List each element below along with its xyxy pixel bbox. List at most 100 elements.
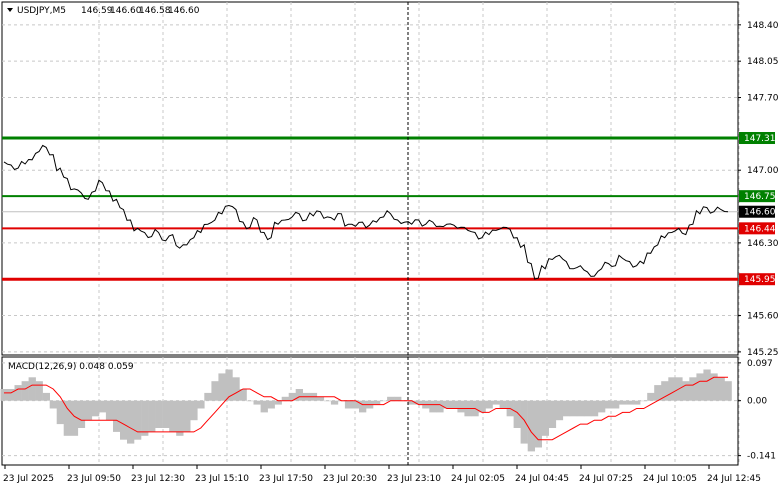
macd-bar [443, 400, 451, 409]
macd-bar [647, 392, 655, 401]
symbol-header: USDJPY,M5 146.59 146.60 146.58 146.60 [7, 6, 200, 16]
macd-bar [127, 400, 135, 444]
macd-bar [569, 400, 578, 417]
macd-bar [429, 400, 437, 413]
macd-title: MACD(12,26,9) 0.048 0.059 [8, 362, 134, 372]
macd-bar [204, 392, 212, 401]
macd-bar [28, 377, 36, 401]
macd-bar [703, 369, 711, 401]
ohlc-open: 146.59 [81, 6, 113, 16]
macd-bar [246, 400, 254, 402]
macd-bar [63, 400, 71, 436]
y-tick-label: 148.40 [747, 21, 779, 31]
price-grid [2, 2, 740, 355]
macd-bar [562, 400, 571, 417]
macd-bar [387, 396, 395, 401]
y-tick-label: 147.70 [747, 94, 779, 104]
macd-bar [682, 381, 690, 401]
macd-bar [56, 400, 64, 425]
macd-bar [633, 400, 641, 405]
x-tick-label: 24 Jul 12:45 [707, 474, 761, 484]
macd-bar [239, 389, 247, 401]
current-price-label: 146.60 [744, 208, 776, 218]
current-price-label-bg [739, 205, 775, 218]
macd-bar [541, 400, 549, 436]
macd-bar [281, 396, 289, 401]
macd-bar [148, 400, 156, 432]
level-label: 147.31 [744, 134, 776, 144]
macd-bar [710, 373, 718, 401]
y-tick-label: 146.30 [747, 239, 779, 249]
macd-bar [105, 400, 114, 421]
macd-bar [619, 400, 627, 405]
macd-bar [394, 396, 402, 401]
macd-bar [49, 400, 57, 409]
macd-y-tick-label: 0.00 [747, 397, 767, 407]
x-tick-label: 24 Jul 10:05 [643, 474, 697, 484]
macd-bar [197, 400, 205, 409]
y-tick-label: 145.25 [747, 348, 779, 358]
macd-bar [717, 377, 725, 401]
macd-bar [457, 400, 465, 413]
macd-bar [42, 392, 50, 401]
macd-bar [450, 400, 458, 409]
price-levels [2, 136, 738, 281]
macd-bar [0, 389, 8, 401]
price-y-axis: 148.40 148.05 147.70 147.00 146.30 145.60 145.… [738, 21, 779, 358]
macd-bar [689, 377, 697, 401]
symbol-dropdown-icon[interactable] [7, 8, 13, 12]
x-tick-label: 23 Jul 17:50 [259, 474, 313, 484]
x-tick-label: 23 Jul 09:50 [67, 474, 121, 484]
macd-bar [380, 400, 388, 402]
macd-bar [316, 396, 325, 401]
macd-bar [626, 400, 634, 405]
macd-bar [295, 389, 303, 401]
level-label: 145.95 [744, 275, 776, 285]
symbol-label: USDJPY,M5 [17, 6, 66, 16]
ohlc-high: 146.60 [110, 6, 142, 16]
macd-signal-line [4, 376, 728, 441]
x-tick-label: 24 Jul 04:45 [515, 474, 569, 484]
time-x-axis: 23 Jul 2025 23 Jul 09:50 23 Jul 12:30 23 Ju… [3, 465, 761, 484]
macd-bar [513, 400, 521, 428]
macd-bar [176, 400, 184, 436]
macd-y-tick-label: -0.141 [747, 452, 776, 462]
macd-bar [260, 400, 268, 413]
price-level-labels: 147.31 146.75 146.44 145.95 146.60 [739, 132, 776, 286]
macd-bar [91, 400, 100, 417]
macd-bar [211, 381, 219, 401]
macd-bar [134, 400, 142, 440]
x-tick-label: 23 Jul 2025 [3, 474, 54, 484]
macd-bar [323, 400, 332, 402]
macd-panel: 0.097 0.00 -0.141 MACD(12,26,9) 0.048 0.05… [0, 356, 776, 466]
macd-bar [14, 385, 22, 401]
macd-bar [253, 400, 261, 405]
macd-bar [555, 400, 564, 421]
macd-bar [162, 400, 170, 428]
macd-bar [141, 400, 149, 436]
macd-bar [70, 400, 79, 436]
x-tick-label: 23 Jul 20:30 [323, 474, 377, 484]
macd-bar [120, 400, 128, 440]
macd-bar [344, 400, 353, 409]
y-tick-label: 148.05 [747, 57, 779, 67]
y-tick-label: 147.00 [747, 166, 779, 176]
macd-y-tick-label: 0.097 [747, 359, 773, 369]
macd-bar [415, 400, 423, 405]
macd-bar [499, 400, 507, 409]
level-label-bg [739, 132, 775, 145]
level-label: 146.44 [744, 224, 776, 234]
y-tick-label: 145.60 [747, 312, 779, 322]
x-tick-label: 24 Jul 07:25 [579, 474, 633, 484]
price-line [3, 144, 729, 280]
macd-bar [330, 400, 339, 405]
macd-bar [661, 381, 669, 401]
macd-bar [155, 400, 163, 428]
macd-bar [98, 400, 107, 413]
macd-bar [408, 400, 416, 405]
macd-bar [218, 373, 226, 401]
macd-bar [724, 381, 732, 401]
macd-bar [267, 400, 275, 409]
macd-bar [359, 400, 367, 413]
